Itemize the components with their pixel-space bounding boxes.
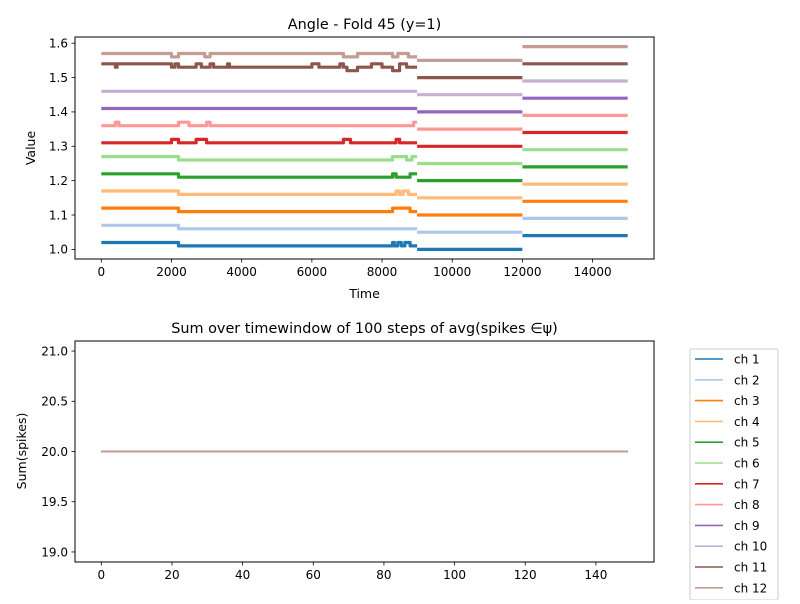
- chart0-series-8-segment-1: [101, 120, 418, 128]
- angle-chart-x-axis-label: Time: [348, 286, 380, 301]
- chart1-x-tick-label: 140: [584, 568, 607, 582]
- angle-chart-series-group: [101, 45, 628, 251]
- chart0-series-11-segment-1: [101, 62, 418, 73]
- legend-items: ch 1 ch 2 ch 3 ch 4 ch 5 ch 6 ch 7 ch 8 ch 9 ch 1…: [695, 353, 767, 595]
- chart1-x-tick-label: 0: [97, 568, 105, 582]
- chart0-series-3-segment-1: [101, 206, 418, 214]
- chart0-series-7-segment-1: [101, 137, 418, 145]
- chart0-y-tick-label: 1.2: [49, 174, 68, 188]
- chart1-x-tick-label: 100: [443, 568, 466, 582]
- legend-label-2: ch 2: [734, 373, 760, 387]
- chart0-x-tick-label: 0: [97, 265, 105, 279]
- legend-label-10: ch 10: [734, 540, 767, 554]
- chart0-series-6-segment-1: [101, 155, 418, 162]
- legend-label-1: ch 1: [734, 353, 760, 367]
- chart1-y-tick-label: 21.0: [41, 344, 68, 358]
- chart0-series-4-segment-1: [101, 189, 418, 196]
- chart1-x-tick-label: 120: [514, 568, 537, 582]
- chart0-y-tick-label: 1.3: [49, 140, 68, 154]
- chart1-y-tick-label: 20.0: [41, 445, 68, 459]
- legend-label-7: ch 7: [734, 477, 760, 491]
- chart1-x-tick-label: 20: [164, 568, 179, 582]
- chart1-y-tick-label: 19.0: [41, 545, 68, 559]
- chart0-y-tick-label: 1.6: [49, 36, 68, 50]
- chart0-x-tick-label: 10000: [433, 265, 471, 279]
- spike-sum-chart-title: Sum over timewindow of 100 steps of avg(…: [171, 321, 557, 337]
- legend-label-5: ch 5: [734, 436, 760, 450]
- chart1-x-tick-label: 60: [306, 568, 321, 582]
- angle-chart-frame: [74, 36, 655, 260]
- legend-label-12: ch 12: [734, 581, 767, 595]
- chart0-x-tick-label: 6000: [297, 265, 328, 279]
- chart0-x-tick-label: 4000: [226, 265, 257, 279]
- legend-label-9: ch 9: [734, 519, 760, 533]
- spike-sum-chart-axes: 0 20 40 60 80 100 120 140 19.0 19.5 20.0 20.5 21.0: [41, 344, 607, 582]
- chart0-y-tick-label: 1.0: [49, 243, 68, 257]
- chart0-x-tick-label: 14000: [573, 265, 611, 279]
- chart0-y-tick-label: 1.4: [49, 105, 68, 119]
- chart0-series-5-segment-1: [101, 172, 418, 179]
- chart1-y-tick-label: 20.5: [41, 395, 68, 409]
- legend-label-6: ch 6: [734, 457, 760, 471]
- chart1-y-tick-label: 19.5: [41, 495, 68, 509]
- angle-chart-y-axis-label: Value: [23, 131, 38, 166]
- angle-chart: Angle - Fold 45 (y=1) Time Value 0 2000 40…: [23, 17, 655, 301]
- chart1-x-tick-label: 80: [376, 568, 391, 582]
- spike-sum-chart-y-axis-label: Sum(spikes): [14, 413, 29, 490]
- chart0-series-1-segment-1: [101, 240, 418, 248]
- chart1-x-tick-label: 40: [235, 568, 250, 582]
- legend-label-4: ch 4: [734, 415, 760, 429]
- chart0-series-12-segment-1: [101, 51, 418, 59]
- chart0-x-tick-label: 8000: [367, 265, 398, 279]
- legend-label-8: ch 8: [734, 498, 760, 512]
- chart0-y-tick-label: 1.1: [49, 208, 68, 222]
- chart0-y-tick-label: 1.5: [49, 71, 68, 85]
- spike-sum-chart: Sum over timewindow of 100 steps of avg(…: [14, 321, 655, 582]
- angle-chart-title: Angle - Fold 45 (y=1): [288, 17, 441, 33]
- angle-chart-axes: 0 2000 4000 6000 8000 10000 12000 14000 1.0 1.1 1.…: [49, 36, 612, 279]
- chart0-x-tick-label: 12000: [503, 265, 541, 279]
- legend-label-11: ch 11: [734, 561, 767, 575]
- spike-sum-chart-frame: [74, 340, 655, 563]
- legend: ch 1 ch 2 ch 3 ch 4 ch 5 ch 6 ch 7 ch 8 ch 9 ch 1…: [689, 348, 779, 601]
- chart0-series-2-segment-1: [101, 223, 418, 231]
- legend-label-3: ch 3: [734, 394, 760, 408]
- chart0-x-tick-label: 2000: [156, 265, 187, 279]
